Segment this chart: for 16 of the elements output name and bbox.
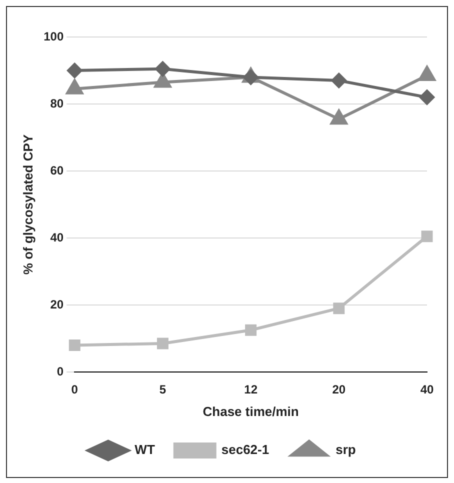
legend-label: sec62-1 bbox=[221, 442, 270, 458]
y-tick-label: 40 bbox=[50, 230, 64, 244]
y-tick-label: 20 bbox=[50, 297, 64, 312]
y-tick-label: 60 bbox=[50, 163, 64, 178]
x-tick-label: 40 bbox=[420, 382, 434, 397]
y-axis-title: % of glycosylated CPY bbox=[20, 134, 36, 275]
y-tick-label: 80 bbox=[50, 96, 64, 110]
legend-label: srp bbox=[336, 442, 356, 458]
y-tick-label: 100 bbox=[44, 29, 64, 44]
x-tick-label: 5 bbox=[159, 382, 166, 397]
legend-label: WT bbox=[134, 442, 155, 458]
x-tick-label: 20 bbox=[332, 382, 346, 397]
x-tick-label: 0 bbox=[71, 382, 78, 397]
x-axis-title: Chase time/min bbox=[202, 404, 299, 419]
x-tick-label: 12 bbox=[244, 382, 258, 397]
y-tick-label: 0 bbox=[56, 364, 64, 378]
